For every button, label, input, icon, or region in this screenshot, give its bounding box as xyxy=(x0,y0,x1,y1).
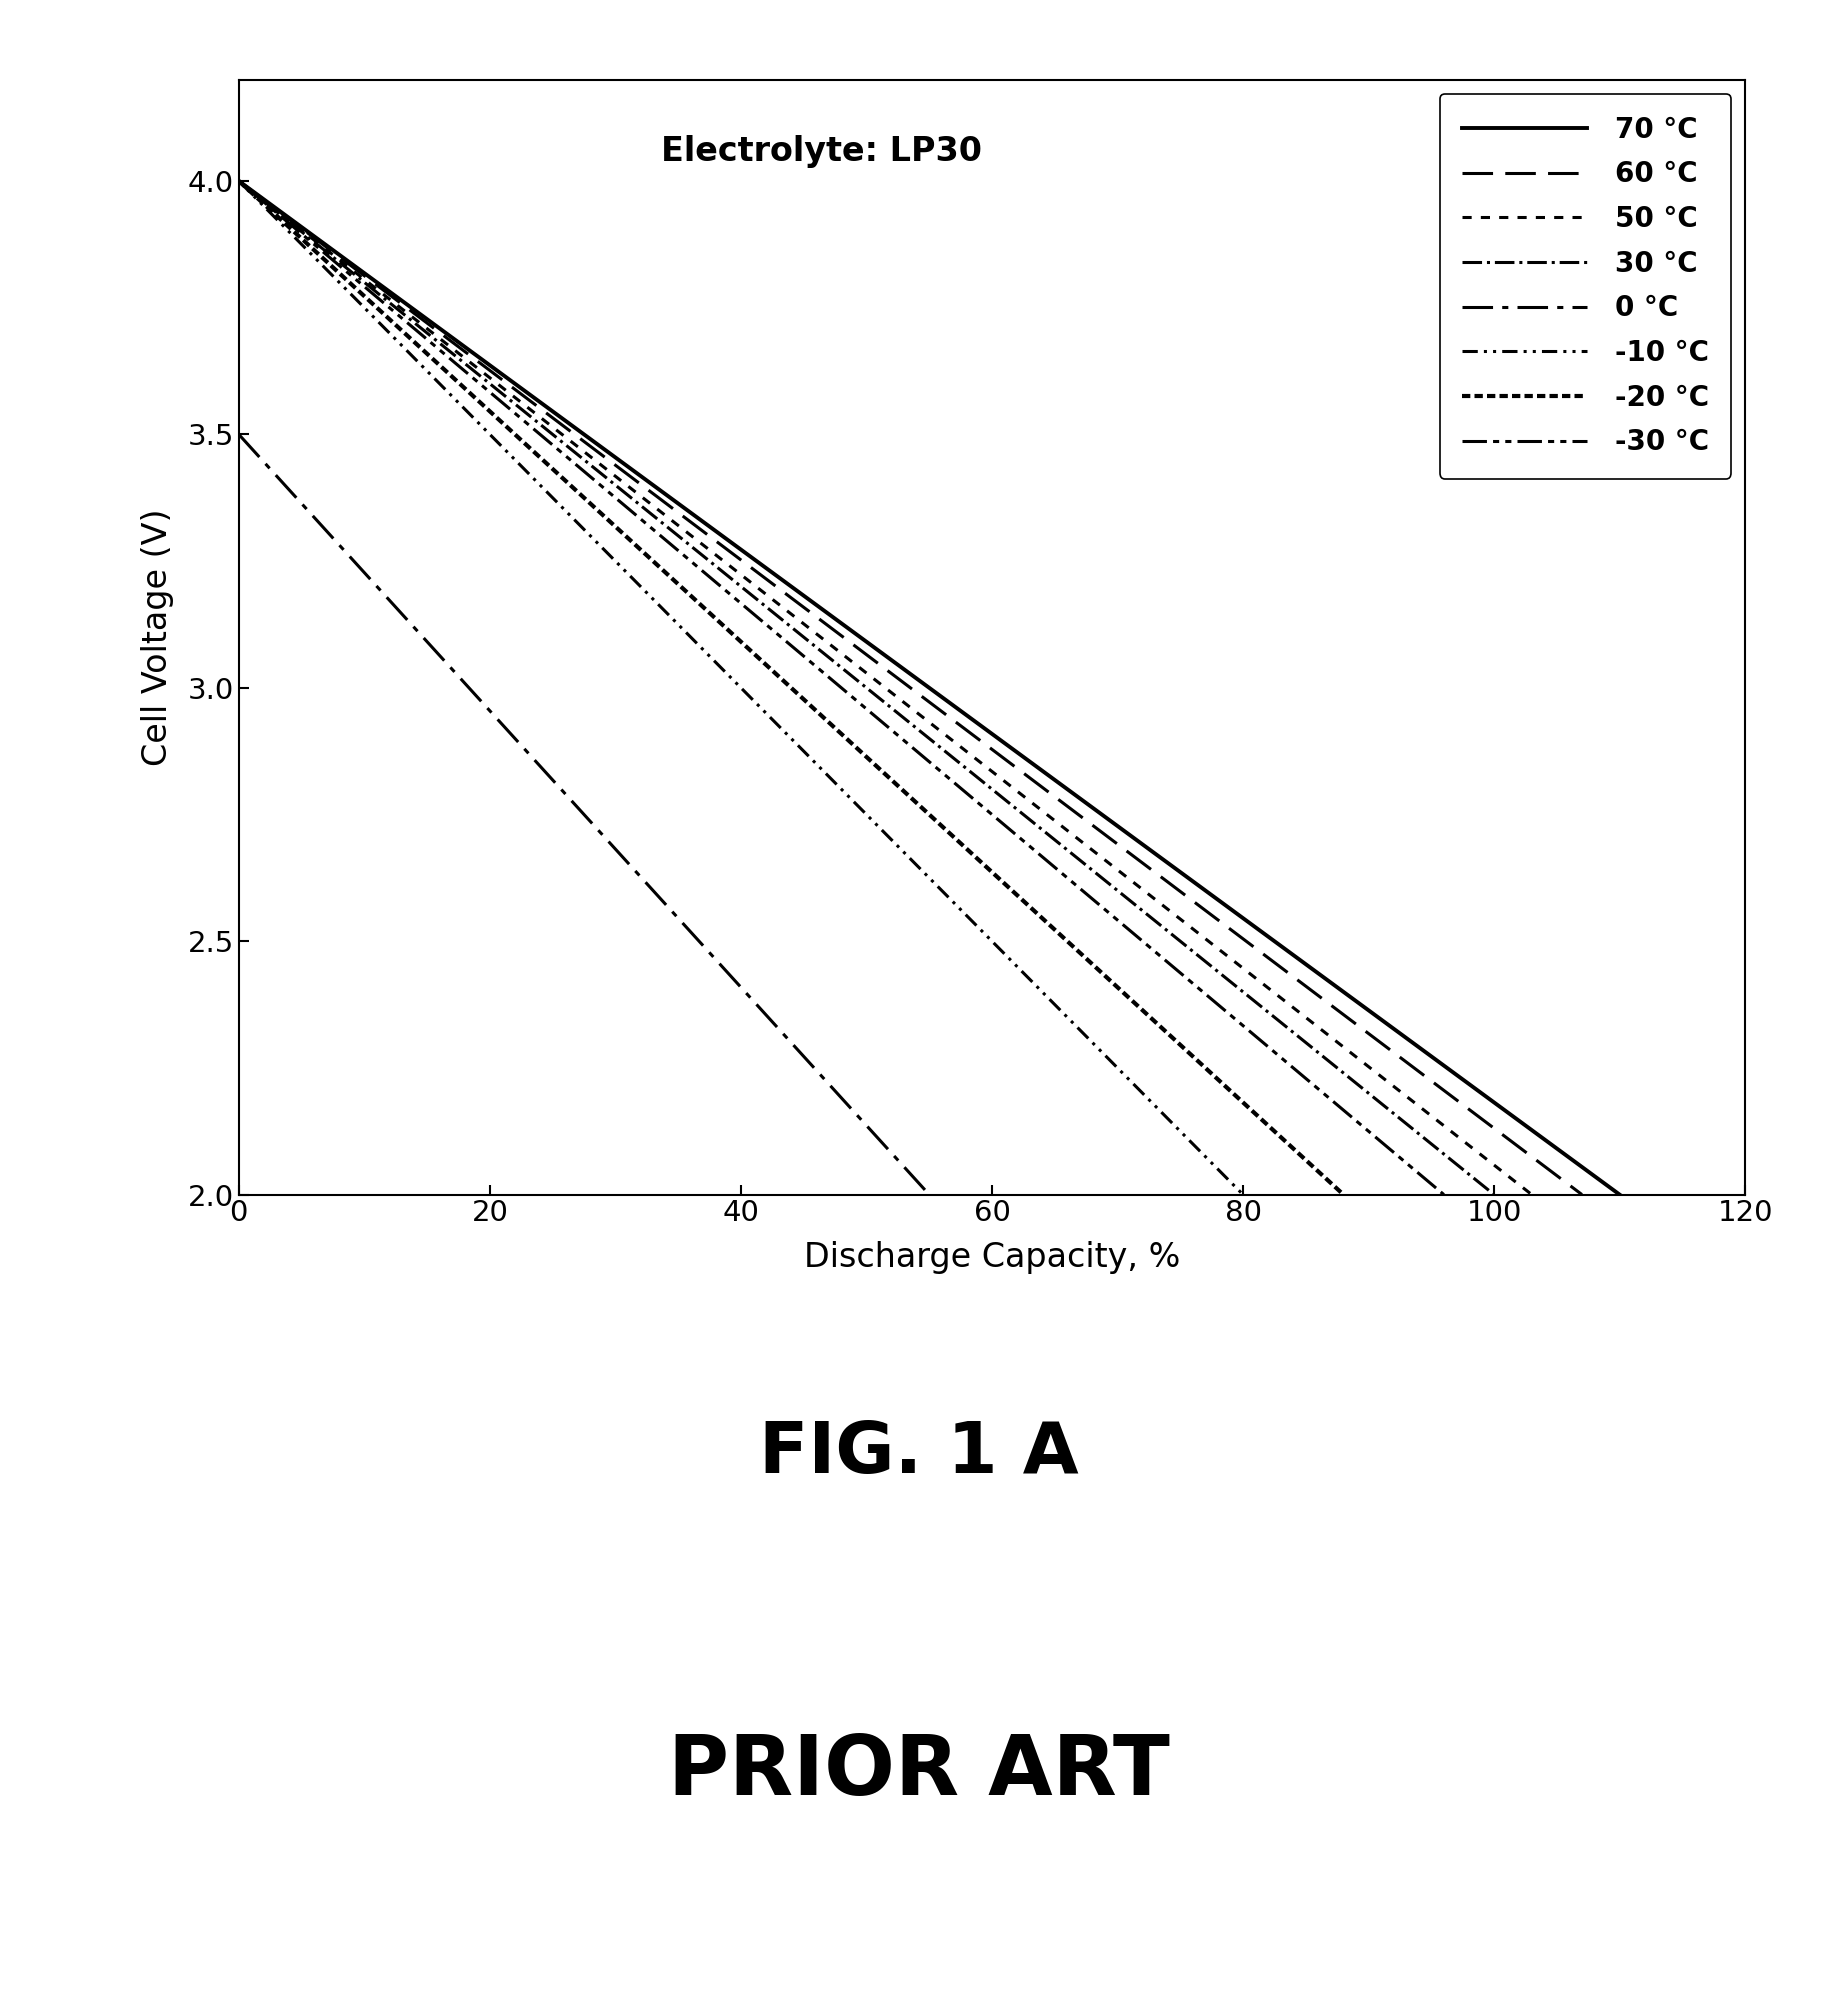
Text: FIG. 1 A: FIG. 1 A xyxy=(759,1420,1078,1487)
Text: Electrolyte: LP30: Electrolyte: LP30 xyxy=(661,135,981,169)
X-axis label: Discharge Capacity, %: Discharge Capacity, % xyxy=(805,1240,1179,1274)
Legend: 70 °C, 60 °C, 50 °C, 30 °C, 0 °C, -10 °C, -20 °C, -30 °C: 70 °C, 60 °C, 50 °C, 30 °C, 0 °C, -10 °C… xyxy=(1440,94,1730,478)
Text: PRIOR ART: PRIOR ART xyxy=(667,1732,1170,1812)
Y-axis label: Cell Voltage (V): Cell Voltage (V) xyxy=(141,508,175,767)
